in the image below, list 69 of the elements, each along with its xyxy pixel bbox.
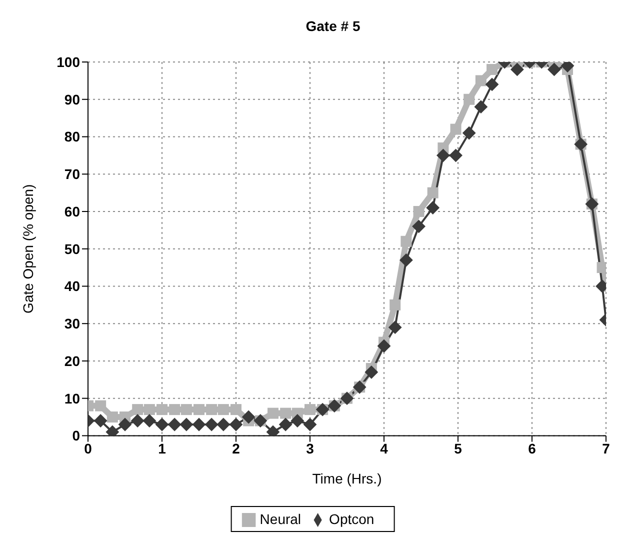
- point: [486, 64, 498, 75]
- point: [168, 418, 182, 431]
- point: [450, 124, 462, 135]
- y-tick-label: 0: [72, 428, 80, 444]
- point: [230, 418, 242, 431]
- point: [400, 236, 412, 247]
- point: [268, 408, 278, 419]
- point: [412, 220, 426, 233]
- x-tick-label: 0: [84, 440, 92, 457]
- point: [205, 418, 218, 431]
- point: [216, 418, 230, 431]
- point: [242, 410, 256, 424]
- legend-label: Neural: [260, 510, 302, 527]
- point: [132, 404, 144, 416]
- point: [413, 206, 424, 217]
- point: [156, 418, 168, 431]
- point: [118, 418, 132, 431]
- y-tick-label: 10: [64, 390, 80, 406]
- point: [266, 425, 280, 436]
- point: [364, 366, 378, 379]
- x-tick-label: 6: [528, 440, 536, 457]
- x-tick-label: 4: [380, 440, 388, 457]
- point: [95, 400, 106, 412]
- point: [548, 62, 561, 76]
- point: [304, 404, 316, 416]
- y-tick-label: 50: [64, 240, 80, 257]
- y-tick-label: 20: [64, 352, 80, 369]
- x-tick-label: 2: [232, 440, 240, 457]
- x-tick-label: 7: [602, 440, 610, 457]
- point: [180, 418, 193, 431]
- point: [230, 404, 242, 416]
- point: [449, 148, 462, 162]
- point: [510, 62, 524, 76]
- point: [280, 408, 292, 419]
- y-tick-label: 80: [64, 128, 80, 145]
- point: [290, 414, 304, 428]
- y-tick-label: 100: [56, 54, 80, 70]
- point: [106, 412, 118, 423]
- point: [464, 94, 475, 105]
- y-tick-label: 90: [64, 91, 80, 108]
- y-tick-label: 30: [64, 316, 80, 332]
- chart-title: Gate # 5: [304, 18, 362, 34]
- point: [279, 418, 292, 431]
- point: [131, 414, 144, 428]
- point: [388, 320, 402, 334]
- point: [486, 78, 499, 91]
- point: [94, 414, 108, 428]
- point: [304, 418, 316, 431]
- y-tick-label: 70: [64, 166, 80, 182]
- x-tick-label: 5: [454, 440, 462, 457]
- x-tick-label: 1: [158, 440, 166, 457]
- point: [436, 148, 450, 162]
- point: [475, 75, 486, 86]
- y-tick-label: 40: [64, 278, 80, 294]
- point: [106, 425, 119, 436]
- x-axis-title: Time (Hrs.): [312, 470, 382, 487]
- point: [390, 299, 401, 310]
- point: [462, 126, 476, 140]
- point: [426, 201, 440, 214]
- point: [142, 414, 156, 428]
- legend-label: Optcon: [329, 510, 374, 527]
- point: [192, 418, 206, 431]
- point: [378, 340, 390, 353]
- x-tick-label: 3: [306, 440, 314, 457]
- point: [427, 187, 438, 198]
- y-axis-title: Gate Open (% open): [20, 184, 36, 314]
- point: [474, 100, 488, 114]
- y-tick-label: 60: [64, 203, 80, 220]
- point: [400, 254, 413, 267]
